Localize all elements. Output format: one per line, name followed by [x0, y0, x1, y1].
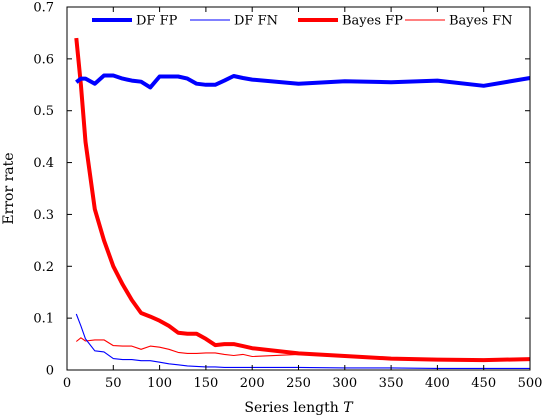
series-line-bayes-fn — [75, 337, 531, 362]
y-axis-title: Error rate — [1, 152, 17, 224]
legend-label-df-fn: DF FN — [234, 14, 278, 29]
x-tick-label: 350 — [379, 376, 404, 391]
series-line-bayes-fp — [74, 37, 531, 363]
x-tick-label: 100 — [147, 376, 172, 391]
y-tick-label: 0.1 — [33, 312, 54, 327]
y-tick-label: 0 — [46, 364, 54, 379]
y-tick-label: 0.3 — [33, 208, 54, 223]
x-axis-title: Series length T — [244, 400, 354, 416]
x-tick-label: 250 — [286, 376, 311, 391]
legend-label-df-fp: DF FP — [136, 14, 178, 29]
x-axis-title-text: Series length — [244, 400, 338, 416]
plot-frame — [66, 6, 531, 371]
y-tick-label: 0.4 — [33, 156, 54, 171]
y-tick-label: 0.5 — [33, 104, 54, 119]
series-line-df-fn — [75, 313, 530, 369]
y-tick-label: 0.2 — [33, 260, 54, 275]
x-tick-label: 0 — [63, 376, 71, 391]
x-tick-label: 450 — [471, 376, 496, 391]
legend: DF FP DF FN Bayes FP Bayes FN — [92, 14, 513, 29]
x-tick-label: 500 — [518, 376, 542, 391]
x-tick-label: 200 — [240, 376, 265, 391]
x-tick-label: 150 — [193, 376, 218, 391]
legend-label-bayes-fn: Bayes FN — [449, 14, 513, 29]
y-tick-label: 0.6 — [33, 52, 54, 67]
series-line-df-fp — [75, 73, 531, 90]
x-tick-label: 300 — [332, 376, 357, 391]
legend-label-bayes-fp: Bayes FP — [342, 14, 403, 29]
plot-series-group — [74, 37, 531, 369]
axis-ticks-group: 0 50 100 150 200 250 300 350 400 450 500 0 0.1 0.2 0.3… — [33, 1, 542, 392]
x-tick-label: 400 — [425, 376, 450, 391]
y-tick-label: 0.7 — [33, 1, 54, 16]
x-tick-label: 50 — [105, 376, 122, 391]
x-axis-title-symbol: T — [343, 400, 354, 416]
